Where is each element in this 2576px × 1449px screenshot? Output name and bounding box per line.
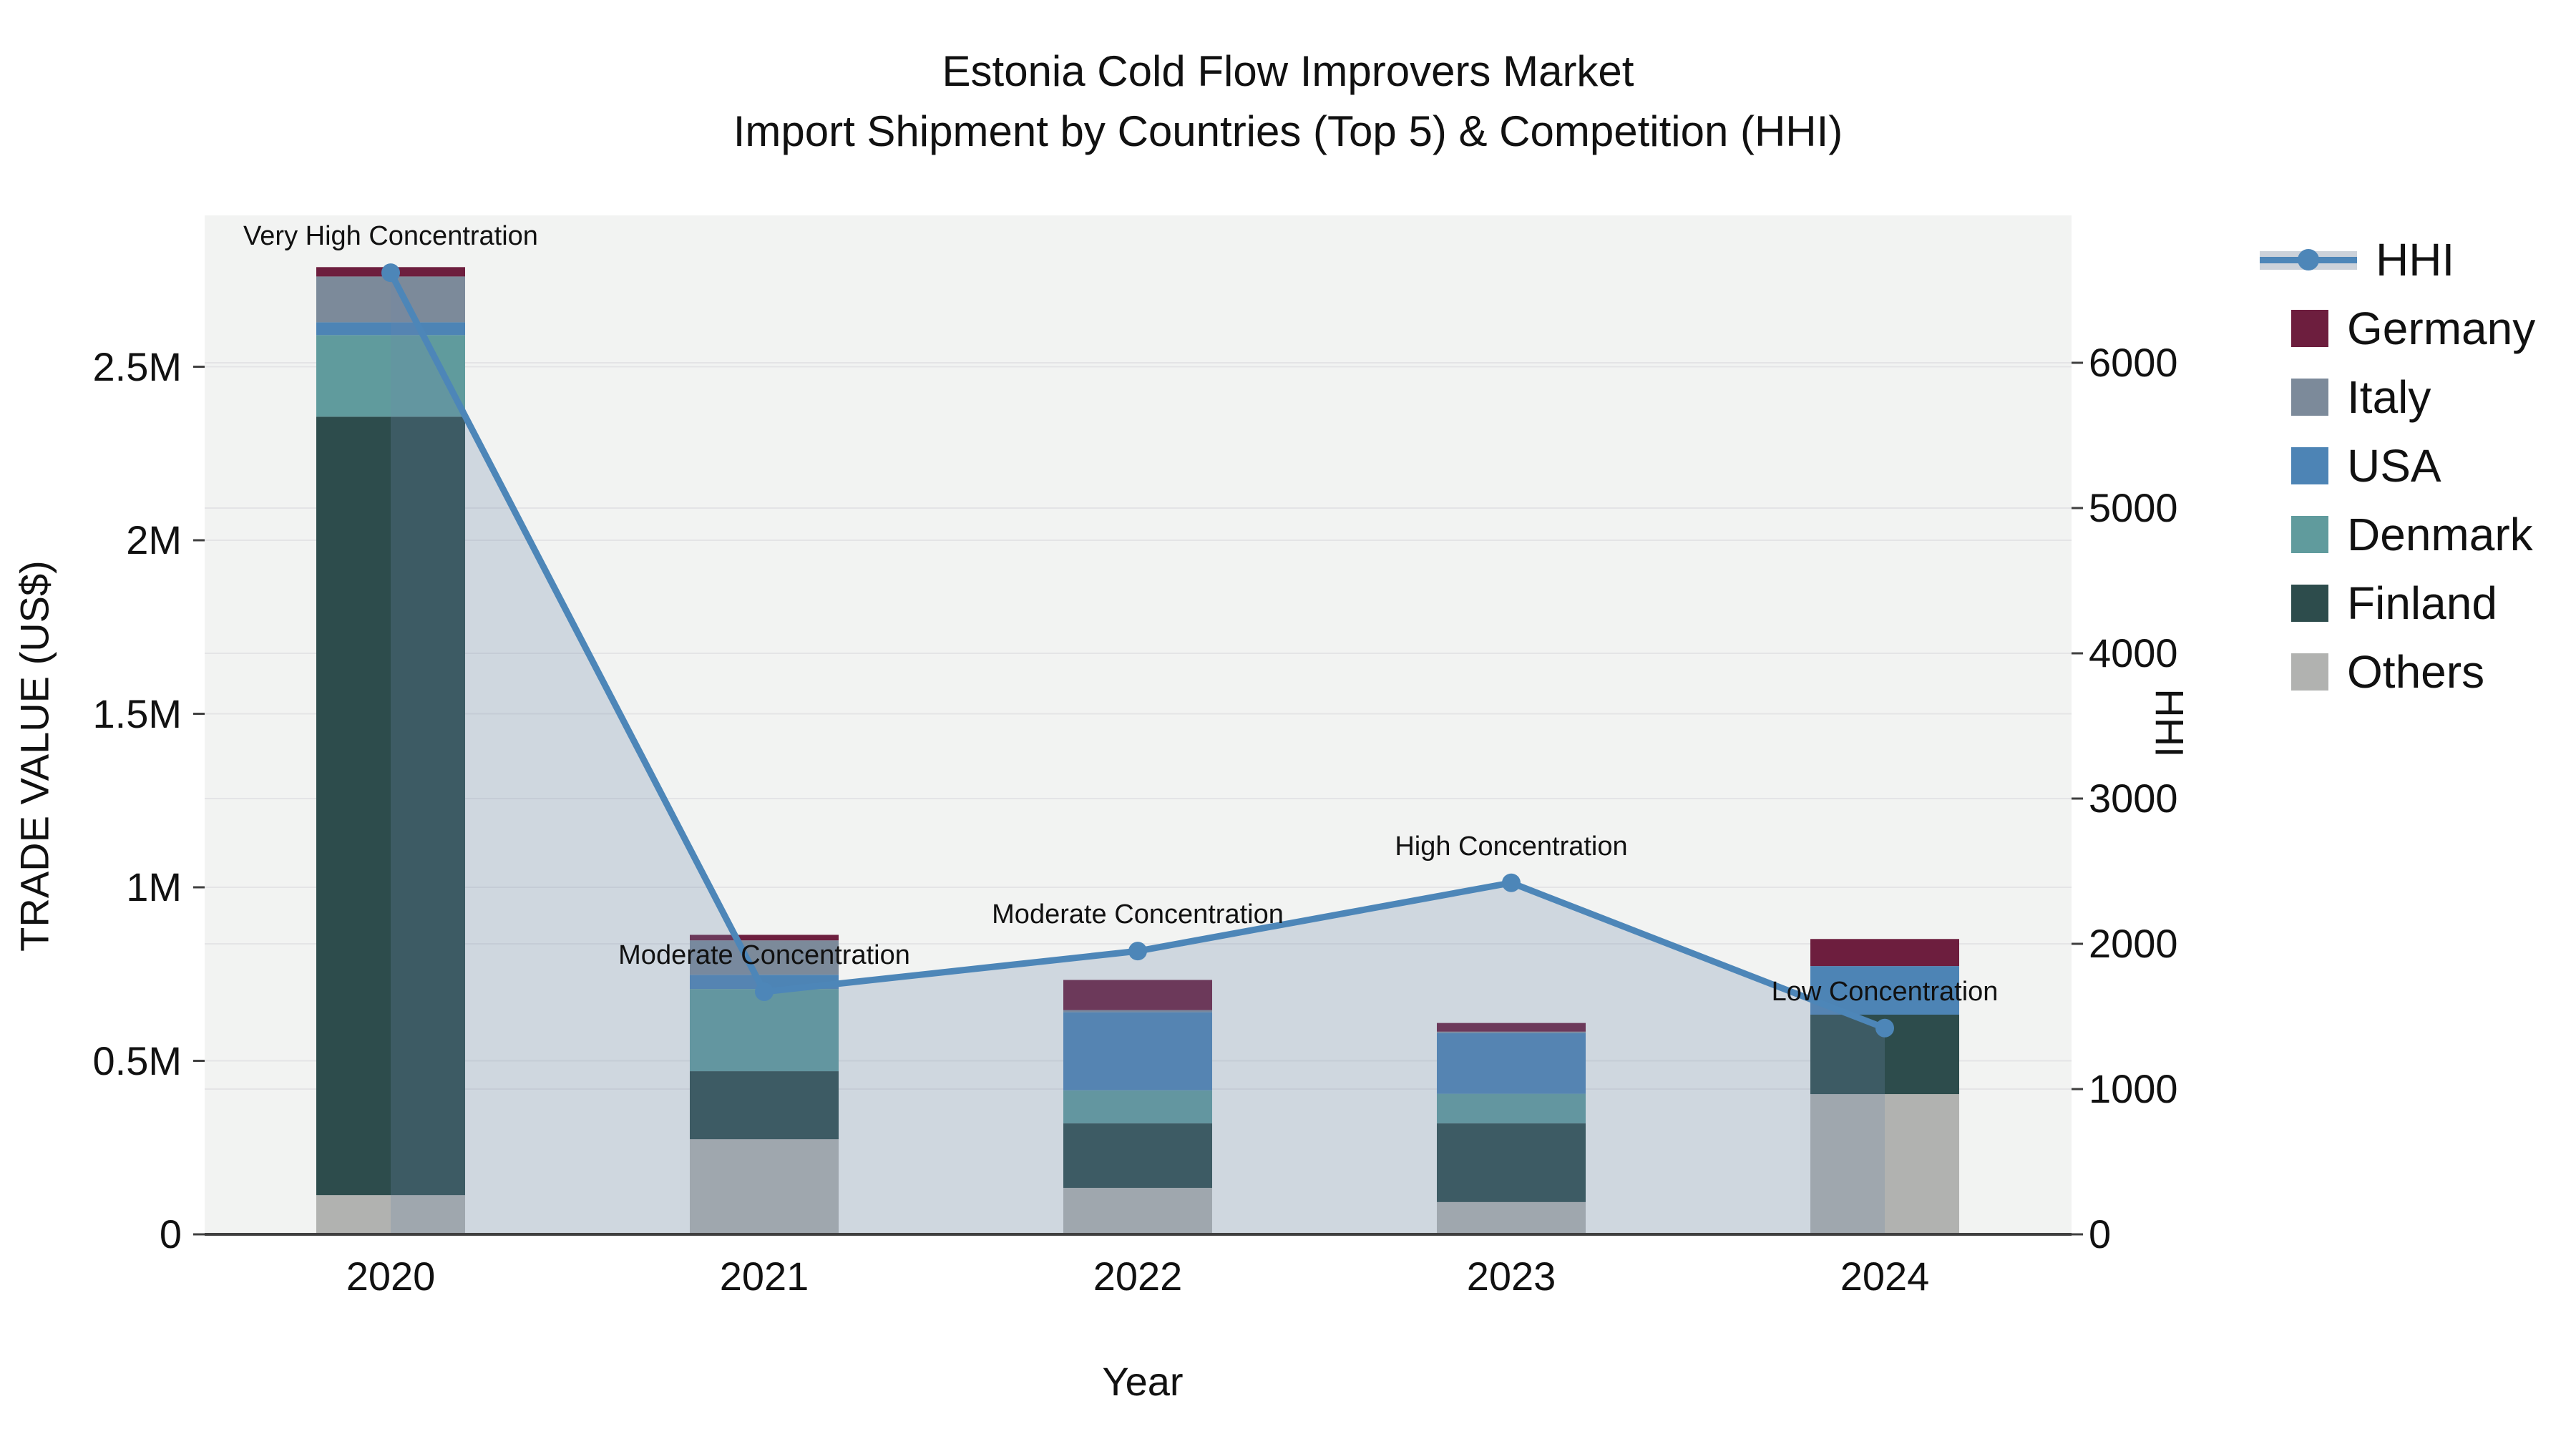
y-left-tick-0.5M: 0.5M (92, 1038, 182, 1083)
annotation-2023: High Concentration (1395, 831, 1628, 862)
y-right-tick-6000: 6000 (2089, 340, 2178, 385)
bar-segment-others-2023[interactable] (1437, 1201, 1586, 1234)
x-tick-2020: 2020 (346, 1254, 436, 1299)
bar-segment-denmark-2020[interactable] (316, 335, 465, 417)
legend-swatch-italy (2291, 379, 2328, 416)
legend-label-usa: USA (2347, 440, 2441, 492)
bar-segment-others-2020[interactable] (316, 1195, 465, 1234)
bar-segment-denmark-2023[interactable] (1437, 1093, 1586, 1123)
bar-segment-italy-2023[interactable] (1437, 1031, 1586, 1033)
annotation-2024: Low Concentration (1771, 976, 1999, 1007)
legend-label-germany: Germany (2347, 303, 2536, 354)
bar-segment-germany-2024[interactable] (1810, 939, 1959, 967)
y-right-tick-2000: 2000 (2089, 921, 2178, 966)
y-axis-right-title: HHI (2147, 688, 2192, 758)
legend-item-usa[interactable]: USA (2260, 431, 2535, 500)
bar-segment-usa-2020[interactable] (316, 322, 465, 336)
legend-label-others: Others (2347, 646, 2485, 698)
legend: HHI Germany Italy USA Denmark Finland Others (2260, 225, 2535, 706)
annotation-2022: Moderate Concentration (992, 899, 1284, 930)
legend-item-others[interactable]: Others (2260, 638, 2535, 706)
y-right-tick-3000: 3000 (2089, 776, 2178, 821)
y-right-tick-0: 0 (2089, 1211, 2112, 1257)
y-left-tick-1M: 1M (126, 864, 182, 909)
y-left-tick-2M: 2M (126, 517, 182, 562)
x-axis-title: Year (1102, 1359, 1184, 1404)
bar-segment-finland-2021[interactable] (690, 1071, 839, 1140)
bar-segment-usa-2023[interactable] (1437, 1033, 1586, 1094)
bar-segment-finland-2020[interactable] (316, 416, 465, 1196)
bar-segment-others-2021[interactable] (690, 1139, 839, 1234)
legend-swatch-finland (2291, 585, 2328, 622)
chart-title-line2: Import Shipment by Countries (Top 5) & C… (733, 107, 1843, 155)
legend-label-italy: Italy (2347, 371, 2431, 423)
bar-segment-others-2022[interactable] (1063, 1188, 1212, 1234)
chart-title: Estonia Cold Flow Improvers Market Impor… (0, 42, 2576, 162)
legend-swatch-germany (2291, 310, 2328, 347)
x-tick-2024: 2024 (1840, 1254, 1930, 1299)
bar-segment-italy-2022[interactable] (1063, 1010, 1212, 1013)
y-right-tick-5000: 5000 (2089, 485, 2178, 530)
legend-item-hhi[interactable]: HHI (2260, 225, 2535, 294)
legend-swatch-usa (2291, 447, 2328, 484)
bar-segment-usa-2022[interactable] (1063, 1012, 1212, 1091)
bar-segment-finland-2023[interactable] (1437, 1123, 1586, 1202)
hhi-point-2021[interactable] (755, 982, 774, 1001)
bar-segment-germany-2022[interactable] (1063, 980, 1212, 1010)
x-tick-2022: 2022 (1093, 1254, 1183, 1299)
bar-segment-others-2024[interactable] (1810, 1094, 1959, 1234)
y-right-tick-4000: 4000 (2089, 630, 2178, 675)
legend-label-denmark: Denmark (2347, 509, 2533, 560)
hhi-point-2023[interactable] (1502, 873, 1521, 892)
annotation-2021: Moderate Concentration (618, 940, 910, 970)
x-tick-2023: 2023 (1466, 1254, 1556, 1299)
hhi-line-sample-icon (2260, 241, 2357, 278)
hhi-point-2024[interactable] (1875, 1018, 1894, 1038)
y-left-tick-1.5M: 1.5M (92, 691, 182, 736)
bar-segment-germany-2021[interactable] (690, 935, 839, 941)
legend-label-hhi: HHI (2376, 234, 2455, 286)
legend-swatch-denmark (2291, 516, 2328, 553)
legend-item-germany[interactable]: Germany (2260, 294, 2535, 363)
legend-item-denmark[interactable]: Denmark (2260, 500, 2535, 569)
bar-segment-italy-2020[interactable] (316, 276, 465, 323)
bar-segment-denmark-2021[interactable] (690, 989, 839, 1072)
chart-title-line1: Estonia Cold Flow Improvers Market (942, 47, 1634, 95)
annotation-2020: Very High Concentration (243, 221, 538, 252)
hhi-point-2020[interactable] (381, 263, 400, 283)
bar-segment-germany-2023[interactable] (1437, 1023, 1586, 1032)
hhi-point-2022[interactable] (1128, 942, 1147, 961)
hhi-marker-sample (2298, 249, 2319, 270)
legend-item-finland[interactable]: Finland (2260, 569, 2535, 638)
bar-segment-finland-2022[interactable] (1063, 1123, 1212, 1189)
bar-segment-italy-2021[interactable] (690, 940, 839, 975)
x-tick-2021: 2021 (719, 1254, 809, 1299)
legend-swatch-others (2291, 653, 2328, 691)
y-right-tick-1000: 1000 (2089, 1066, 2178, 1111)
legend-label-finland: Finland (2347, 577, 2497, 629)
y-left-tick-0: 0 (159, 1211, 182, 1257)
y-axis-left-title: TRADE VALUE (US$) (11, 560, 57, 952)
legend-item-italy[interactable]: Italy (2260, 363, 2535, 431)
y-left-tick-2.5M: 2.5M (92, 343, 182, 389)
bar-segment-denmark-2022[interactable] (1063, 1090, 1212, 1123)
